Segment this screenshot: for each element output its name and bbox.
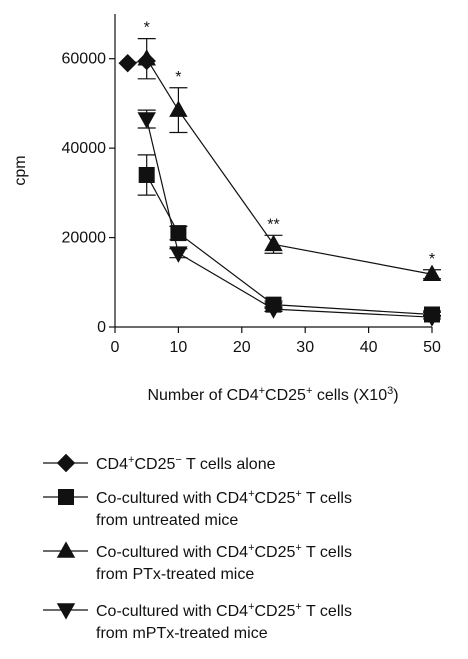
series-triangle-down: [137, 109, 442, 327]
y-tick-label: 20000: [62, 230, 107, 247]
x-tick-label: 50: [423, 339, 441, 356]
data-point-triangle-down: [137, 112, 156, 129]
legend-label-part: CD25: [255, 603, 296, 620]
data-point-square: [138, 166, 155, 183]
x-tick-label: 40: [360, 339, 378, 356]
series-triangle-up: *****: [137, 20, 442, 282]
legend-item-diamond: CD4+CD25− T cells alone: [43, 453, 276, 473]
legend-label-sup: +: [295, 488, 301, 500]
x-tick-label: 10: [170, 339, 188, 356]
legend-label-part: T cells: [302, 603, 352, 620]
series-line: [146, 174, 433, 316]
x-axis-label-part: Number of CD4: [147, 387, 258, 404]
data-point-triangle-up: [169, 100, 188, 117]
y-axis-label: cpm: [12, 155, 29, 185]
x-tick-label: 20: [233, 339, 251, 356]
data-point-triangle-down: [169, 246, 188, 263]
legend-label-part: Co-cultured with CD4: [96, 544, 248, 561]
legend-item-square: Co-cultured with CD4+CD25+ T cells from u…: [43, 488, 352, 529]
legend-label-part: CD25: [134, 456, 175, 473]
legend-label-sup: +: [248, 542, 254, 554]
legend-label-part: T cells alone: [182, 456, 276, 473]
legend-label-sup: +: [295, 542, 301, 554]
data-point-triangle-down: [264, 302, 283, 319]
x-tick-label: 0: [111, 339, 120, 356]
legend-label-part: T cells: [302, 544, 352, 561]
x-axis-label: Number of CD4+CD25+ cells (X103): [147, 385, 398, 404]
series-square: [137, 154, 441, 323]
data-point-triangle-up: [264, 234, 283, 252]
legend-label-sup: +: [295, 601, 301, 613]
legend-item-triangle-down: Co-cultured with CD4+CD25+ T cells from m…: [43, 601, 352, 642]
series-layer: *****: [118, 20, 442, 327]
legend-label-sup: +: [248, 601, 254, 613]
y-tick-label: 60000: [62, 51, 107, 68]
series-line: [146, 118, 433, 318]
y-tick-label: 40000: [62, 140, 107, 157]
significance-label: **: [267, 216, 279, 233]
y-tick-label: 0: [97, 319, 106, 336]
legend-label-part: CD4: [96, 456, 128, 473]
x-axis-label-sup: 3: [387, 385, 393, 397]
series-line: [146, 58, 433, 275]
data-point-triangle-up: [137, 49, 156, 66]
legend-label-sup: −: [175, 454, 181, 466]
legend-label-part: from mPTx-treated mice: [96, 625, 268, 642]
legend-label-part: T cells: [302, 490, 352, 507]
data-point-triangle-down: [422, 310, 442, 327]
significance-label: *: [175, 69, 181, 86]
data-point-diamond: [118, 53, 137, 73]
legend-label: Co-cultured with CD4+CD25+ T cells from P…: [96, 542, 352, 583]
legend-marker-square: [58, 489, 74, 505]
x-axis-label-part: cells (X10: [312, 387, 387, 404]
legend-label-part: from PTx-treated mice: [96, 566, 254, 583]
legend-label: CD4+CD25− T cells alone: [96, 454, 276, 473]
legend-label-sup: +: [128, 454, 134, 466]
legend-label-part: CD25: [255, 490, 296, 507]
legend-marker-triangle-up: [56, 541, 76, 558]
legend-label: Co-cultured with CD4+CD25+ T cells from u…: [96, 488, 352, 529]
significance-label: *: [429, 251, 435, 268]
legend-label-sup: +: [248, 488, 254, 500]
significance-label: *: [144, 20, 150, 37]
legend-label-part: CD25: [255, 544, 296, 561]
legend-marker-diamond: [56, 453, 76, 473]
legend-label-part: from untreated mice: [96, 512, 238, 529]
x-axis-label-part: ): [393, 387, 398, 404]
x-axis-label-part: CD25: [265, 387, 306, 404]
legend-marker-triangle-down: [56, 603, 76, 620]
x-axis-label-sup: +: [259, 385, 265, 397]
data-point-triangle-up: [422, 264, 442, 282]
axes: 0 20000 40000 60000 0 10 20 30 40 50: [62, 14, 441, 356]
legend-label-part: Co-cultured with CD4: [96, 603, 248, 620]
legend-label-part: Co-cultured with CD4: [96, 490, 248, 507]
x-tick-label: 30: [296, 339, 314, 356]
x-axis-label-sup: +: [306, 385, 312, 397]
legend-item-triangle-up: Co-cultured with CD4+CD25+ T cells from P…: [43, 541, 352, 583]
legend-label: Co-cultured with CD4+CD25+ T cells from m…: [96, 601, 352, 642]
